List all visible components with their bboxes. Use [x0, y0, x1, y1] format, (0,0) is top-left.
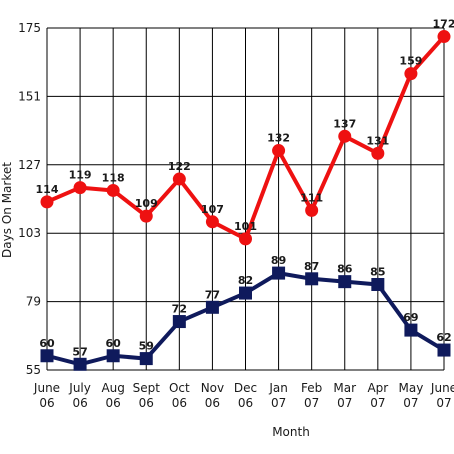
y-tick-label: 103 [18, 226, 41, 240]
x-tick-label-month: Dec [234, 381, 257, 395]
series-2-data-label: 57 [72, 345, 87, 358]
series-2-data-label: 89 [271, 254, 286, 267]
series-2-data-label: 77 [205, 288, 220, 301]
x-tick-label-month: June [430, 381, 454, 395]
series-1-point [404, 67, 418, 81]
x-tick-label-month: Nov [201, 381, 224, 395]
series-1-data-label: 119 [69, 169, 92, 182]
chart-gridlines [46, 27, 445, 371]
series-1-point [305, 203, 319, 217]
series-2-point [371, 278, 385, 291]
x-tick-label-year: 06 [72, 396, 87, 410]
series-2-data-label: 87 [304, 260, 319, 273]
series-2-point [272, 266, 286, 280]
series-2-data-label: 60 [106, 337, 122, 350]
x-tick-label-year: 06 [139, 396, 154, 410]
x-tick-label-year: 07 [337, 396, 352, 410]
y-tick-label: 151 [18, 89, 41, 103]
series-2-point [239, 286, 252, 300]
series-2-point [139, 352, 153, 366]
series-2-point [437, 343, 451, 357]
series-2-data-label: 72 [172, 303, 187, 316]
y-tick-label: 55 [26, 363, 41, 377]
series-1-point [371, 146, 385, 160]
x-tick-label-year: 06 [205, 396, 220, 410]
series-1-data-label: 172 [433, 18, 454, 31]
series-1-data-label: 114 [36, 183, 59, 196]
series-2-data-label: 82 [238, 274, 253, 287]
x-tick-label-year: 07 [271, 396, 286, 410]
chart-series [40, 30, 451, 371]
series-1-data-label: 122 [168, 160, 191, 173]
series-2-point [404, 323, 418, 337]
x-tick-label-year: 06 [238, 396, 253, 410]
series-1-point [239, 232, 252, 246]
series-1-data-label: 118 [102, 171, 125, 184]
series-1-point [73, 181, 87, 195]
series-2-data-label: 59 [139, 340, 154, 353]
x-tick-label-month: July [68, 381, 91, 395]
x-tick-label-month: Mar [333, 381, 356, 395]
series-2-point [338, 275, 352, 289]
series-1-data-label: 159 [399, 55, 422, 68]
y-tick-label: 79 [26, 295, 41, 309]
x-tick-label-year: 07 [403, 396, 418, 410]
x-tick-label-year: 06 [106, 396, 121, 410]
series-1-point [205, 215, 219, 229]
series-1-data-label: 111 [300, 191, 323, 204]
series-2-point [73, 357, 87, 371]
x-tick-label-month: Sept [133, 381, 161, 395]
x-tick-label-month: Apr [367, 381, 388, 395]
chart-tick-labels: 5579103127151175June06July06Aug06Sept06O… [18, 21, 454, 410]
series-1-point [272, 144, 286, 158]
series-2-data-label: 69 [403, 311, 418, 324]
series-2-data-label: 62 [436, 331, 451, 344]
y-tick-label: 175 [18, 21, 41, 35]
y-axis-title: Days On Market [0, 162, 14, 258]
series-2-point [205, 300, 219, 314]
x-tick-label-year: 07 [304, 396, 319, 410]
y-tick-label: 127 [18, 158, 41, 172]
series-2-point [172, 315, 186, 329]
x-tick-label-year: 06 [39, 396, 54, 410]
series-1-data-label: 137 [333, 117, 356, 130]
series-1-point [338, 129, 352, 143]
x-tick-label-month: Feb [301, 381, 322, 395]
series-1-data-label: 131 [366, 134, 389, 147]
series-1-point [106, 183, 120, 197]
x-tick-label-month: May [399, 381, 424, 395]
series-2-point [106, 349, 120, 363]
x-tick-label-month: Oct [169, 381, 190, 395]
series-2-point [305, 272, 319, 286]
series-2-data-label: 60 [39, 337, 55, 350]
x-axis-title: Month [272, 425, 310, 439]
chart-data-labels: 114 119 118 109 122 107 101 132 111 137 131 159 172 6… [36, 18, 454, 359]
x-tick-label-month: June [33, 381, 60, 395]
series-1-data-label: 107 [201, 203, 224, 216]
x-tick-label-month: Aug [101, 381, 124, 395]
series-2-data-label: 85 [370, 266, 385, 279]
series-1-point [437, 30, 451, 44]
series-2-point [40, 349, 54, 363]
x-tick-label-year: 07 [436, 396, 451, 410]
x-tick-label-year: 06 [172, 396, 187, 410]
series-1-data-label: 101 [234, 220, 257, 233]
series-1-point [40, 195, 54, 209]
series-1-data-label: 109 [135, 197, 158, 210]
series-1-data-label: 132 [267, 132, 290, 145]
series-2-data-label: 86 [337, 263, 353, 276]
series-1-point [139, 209, 153, 223]
series-1-point [172, 172, 186, 186]
x-tick-label-year: 07 [370, 396, 385, 410]
x-tick-label-month: Jan [268, 381, 288, 395]
